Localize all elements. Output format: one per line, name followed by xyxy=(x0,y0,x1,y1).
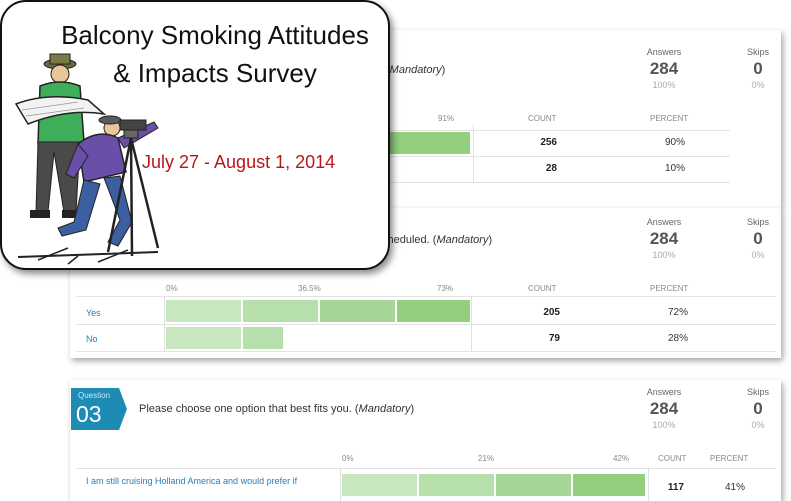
q2-skips-pct: 0% xyxy=(751,250,765,260)
q2-row-1-percent: 72% xyxy=(667,307,688,318)
q2-option-yes[interactable]: Yes xyxy=(86,308,101,318)
q1-row-line xyxy=(390,130,730,131)
q2-row-2-bar xyxy=(166,327,283,349)
q1-row-line xyxy=(390,156,730,157)
q1-answers-pct: 100% xyxy=(652,80,676,90)
q1-row-2-count: 28 xyxy=(545,163,557,174)
q2-row-2-percent: 28% xyxy=(667,333,688,344)
survey-title-callout: Balcony Smoking Attitudes & Impacts Surv… xyxy=(0,0,390,270)
q1-answers-count: 284 xyxy=(649,59,679,78)
q1-skips-label: Skips xyxy=(746,47,769,57)
q2-bar-seg xyxy=(166,300,241,322)
q3-bar-seg xyxy=(573,474,645,496)
q1-count-header: COUNT xyxy=(528,114,557,123)
q3-skips-label: Skips xyxy=(746,387,769,397)
badge-shape-icon xyxy=(71,388,127,430)
q3-option-1[interactable]: I am still cruising Holland America and … xyxy=(86,476,298,486)
q3-answers-count: 284 xyxy=(649,399,679,418)
q1-divider xyxy=(473,125,474,183)
q2-skips-label: Skips xyxy=(746,217,769,227)
q2-axis-label-2: 73% xyxy=(437,284,454,293)
q2-bar-seg xyxy=(320,300,395,322)
q1-row-1-count: 256 xyxy=(540,137,557,148)
q1-row-2-percent: 10% xyxy=(664,163,685,174)
q1-row-line xyxy=(390,182,730,183)
q2-answers-stat: Answers 284 100% xyxy=(638,217,690,260)
q3-axis-label-1: 21% xyxy=(478,454,495,463)
q2-row-1-bar xyxy=(166,300,470,322)
q3-bar-seg xyxy=(342,474,417,496)
q1-row-1-bar xyxy=(390,132,470,154)
q2-option-no[interactable]: No xyxy=(86,334,98,344)
q3-row-1-bar xyxy=(342,474,645,496)
surveyor-clipart-icon xyxy=(14,53,160,265)
q1-skips-pct: 0% xyxy=(751,80,765,90)
callout-title-line-2: & Impacts Survey xyxy=(113,58,317,88)
q3-answers-pct: 100% xyxy=(652,420,676,430)
q3-row-line xyxy=(76,468,776,469)
q2-row-1-count: 205 xyxy=(543,307,560,318)
callout-dates: July 27 - August 1, 2014 xyxy=(142,152,336,172)
q2-bar-seg xyxy=(166,327,241,349)
q2-answers-count: 284 xyxy=(649,229,679,248)
q2-percent-header: PERCENT xyxy=(650,284,689,293)
q2-bar-seg xyxy=(397,300,470,322)
q1-answers-stat: Answers 284 100% xyxy=(638,47,690,90)
q3-count-divider xyxy=(648,468,649,501)
q2-bar-seg xyxy=(243,300,318,322)
q1-skips-stat: Skips 0 0% xyxy=(738,47,778,90)
q1-row-1-percent: 90% xyxy=(664,137,685,148)
q3-skips-pct: 0% xyxy=(751,420,765,430)
q1-skips-count: 0 xyxy=(753,59,763,78)
question-2-text: cheduled. (Mandatory) xyxy=(382,234,493,246)
q2-text-fragment: cheduled. xyxy=(382,234,430,246)
q3-row-1-count: 117 xyxy=(667,482,684,493)
q3-answers-label: Answers xyxy=(646,387,682,397)
badge-number: 03 xyxy=(76,401,102,427)
question-3-text: Please choose one option that best fits … xyxy=(139,403,415,415)
q3-text: Please choose one option that best fits … xyxy=(139,403,352,415)
q3-percent-header: PERCENT xyxy=(710,454,749,463)
question-3-badge: Question 03 xyxy=(71,388,127,430)
callout-title: Balcony Smoking Attitudes & Impacts Surv… xyxy=(42,16,388,92)
q3-skips-count: 0 xyxy=(753,399,763,418)
q3-bar-seg xyxy=(496,474,571,496)
q3-label-divider xyxy=(340,468,341,501)
q2-row-2-count: 79 xyxy=(548,333,560,344)
q3-count-header: COUNT xyxy=(658,454,687,463)
question-1-text: (Mandatory) xyxy=(386,64,446,76)
q3-axis-label-0: 0% xyxy=(342,454,354,463)
q3-row-1-percent: 41% xyxy=(724,482,745,493)
badge-label: Question xyxy=(78,391,111,400)
q2-count-header: COUNT xyxy=(528,284,557,293)
q2-skips-stat: Skips 0 0% xyxy=(738,217,778,260)
q3-answers-stat: Answers 284 100% xyxy=(638,387,690,430)
question-3-card: Please choose one option that best fits … xyxy=(70,380,781,501)
q2-bar-seg xyxy=(243,327,283,349)
q3-skips-stat: Skips 0 0% xyxy=(738,387,778,430)
q2-axis-label-1: 36.5% xyxy=(298,284,321,293)
q2-answers-label: Answers xyxy=(646,217,682,227)
callout-title-line-1: Balcony Smoking Attitudes xyxy=(61,20,369,50)
q2-row-line xyxy=(76,324,776,325)
q3-axis-label-2: 42% xyxy=(613,454,630,463)
q1-percent-header: PERCENT xyxy=(650,114,689,123)
q1-axis-max-label: 91% xyxy=(438,114,455,123)
question-2-card: cheduled. (Mandatory) Answers 284 100% S… xyxy=(70,208,781,358)
q2-row-line xyxy=(76,351,776,352)
q2-skips-count: 0 xyxy=(753,229,763,248)
q1-answers-label: Answers xyxy=(646,47,682,57)
q2-row-line xyxy=(76,296,776,297)
q3-bar-seg xyxy=(419,474,494,496)
q2-answers-pct: 100% xyxy=(652,250,676,260)
q2-axis-label-0: 0% xyxy=(166,284,178,293)
